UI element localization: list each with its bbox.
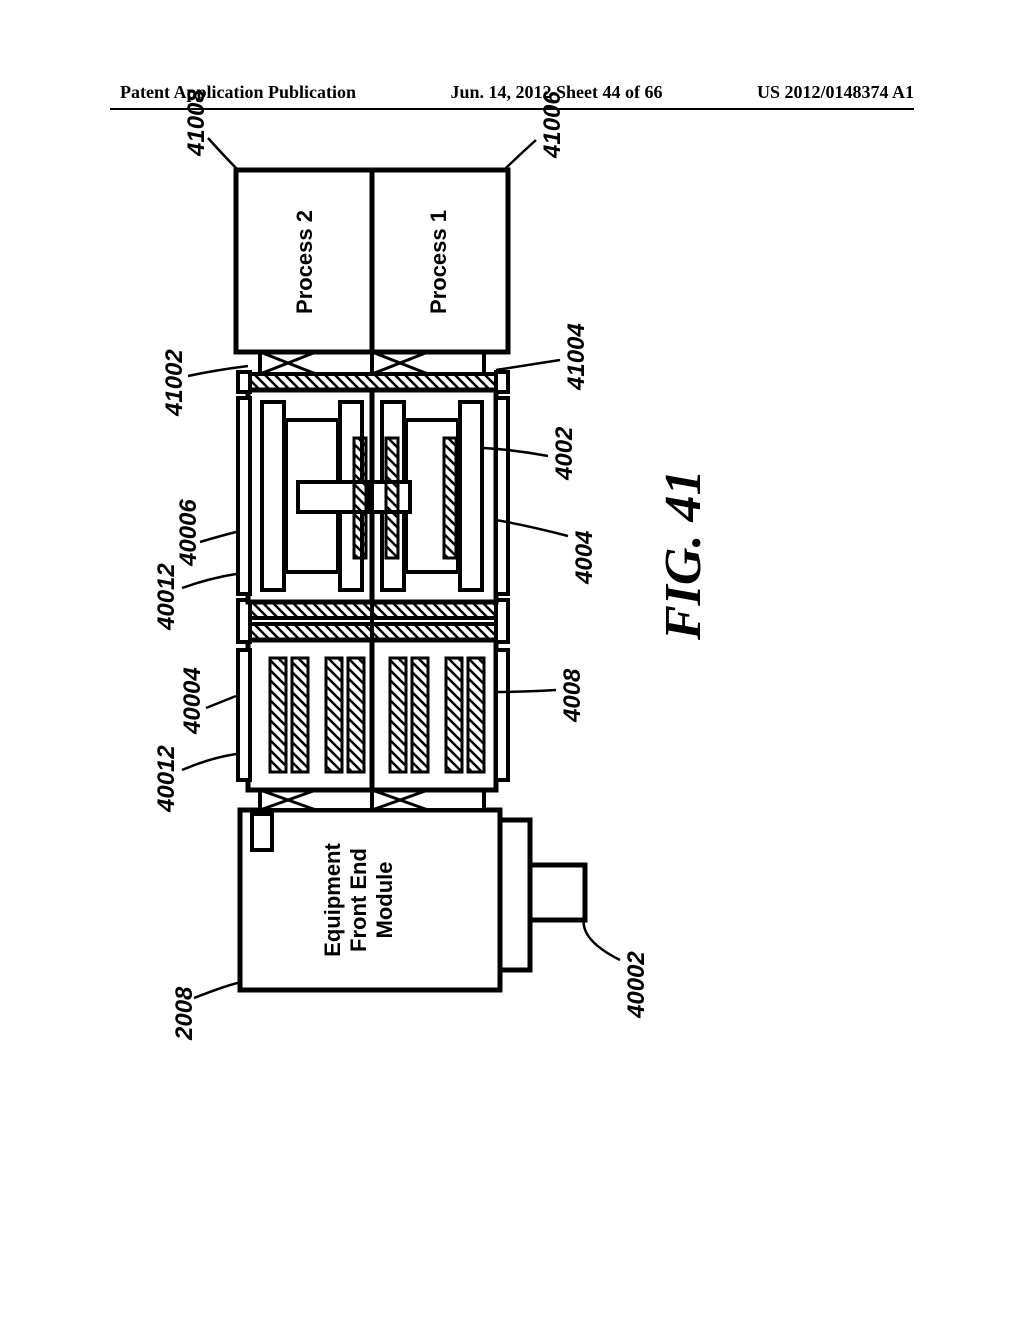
figure-caption: FIG. 41 [655, 470, 712, 641]
ref-41006: 41006 [539, 91, 566, 159]
svg-text:Front End: Front End [346, 848, 371, 952]
process1-label: Process 1 [426, 210, 451, 314]
efem-l2: Front End [346, 848, 371, 952]
figure-svg: Equipment Front End Module Process 2 Pro… [0, 0, 1024, 1320]
efem-l3: Module [372, 862, 397, 939]
svg-text:Module: Module [372, 862, 397, 939]
ref-41008: 41008 [183, 89, 210, 157]
svg-text:Process 2: Process 2 [292, 210, 317, 314]
ref-4002: 4002 [551, 426, 578, 481]
ref-40002: 40002 [623, 951, 650, 1019]
ref-40006: 40006 [175, 499, 202, 567]
process2-label: Process 2 [292, 210, 317, 314]
svg-text:Equipment: Equipment [320, 842, 345, 956]
ref-4004: 4004 [571, 531, 598, 585]
svg-text:Process 1: Process 1 [426, 210, 451, 314]
ref-41002: 41002 [161, 349, 188, 417]
efem-l1: Equipment [320, 842, 345, 956]
ref-4008: 4008 [559, 668, 586, 723]
ref-40012b: 40012 [153, 563, 180, 631]
ref-2008: 2008 [171, 986, 198, 1041]
ref-41004: 41004 [563, 323, 590, 391]
ref-40004: 40004 [179, 667, 206, 735]
ref-40012a: 40012 [153, 745, 180, 813]
